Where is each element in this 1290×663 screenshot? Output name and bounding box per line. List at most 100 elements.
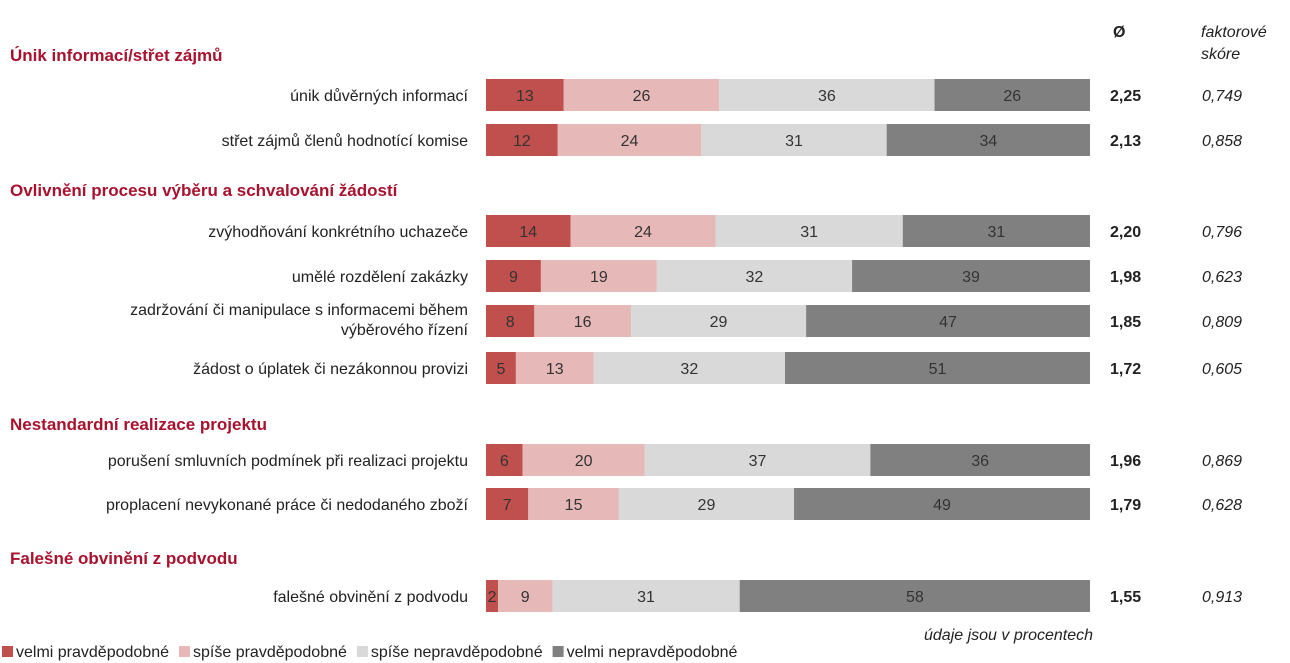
data-label: 36 [971,453,989,470]
data-label: 31 [637,589,655,606]
bar-segment [486,79,564,111]
data-label: 32 [746,269,764,286]
legend-item: velmi pravděpodobné [2,644,169,661]
bar-segment [719,79,935,111]
factor-score-value: 0,623 [1202,269,1242,286]
data-label: 13 [516,88,534,105]
chart-row: zadržování či manipulace s informacemi b… [130,302,1242,339]
bar-segment [593,352,786,384]
legend-label: velmi nepravděpodobné [567,644,738,661]
bar-segment [886,124,1090,156]
legend-swatch [552,646,564,657]
bar-segment [486,444,523,476]
data-label: 2 [488,589,497,606]
data-label: 19 [590,269,608,286]
data-label: 29 [710,314,728,331]
data-label: 15 [565,497,583,514]
legend-item: spíše nepravděpodobné [356,644,543,661]
factor-score-value: 0,628 [1202,497,1242,514]
data-label: 26 [1003,88,1021,105]
bar-segment [486,215,571,247]
data-label: 31 [800,224,818,241]
bar-segment [570,215,716,247]
average-value: 1,98 [1110,269,1141,286]
bar-segment [902,215,1090,247]
factor-score-header-line-2: skóre [1201,46,1240,63]
bar-segment [498,580,553,612]
category-label: žádost o úplatek či nezákonnou provizi [193,361,468,378]
category-label: střet zájmů členů hodnotící komise [222,132,468,150]
category-label: výběrového řízení [341,322,469,339]
average-value: 1,55 [1110,589,1141,606]
data-label: 9 [509,269,518,286]
bar-segment [656,260,853,292]
legend-swatch [2,646,13,657]
data-note: údaje jsou v procentech [924,627,1093,644]
average-value: 2,20 [1110,224,1141,241]
chart-row: falešné obvinění z podvodu 2 9 31 58 1,55 0,91… [273,580,1242,612]
chart-row: zvýhodňování konkrétního uchazeče 14 24 31 3… [208,215,1242,247]
bar-segment [870,444,1090,476]
average-value: 1,72 [1110,361,1141,378]
chart-rows: Únik informací/střet zájmů únik důvěrných… [10,46,1242,612]
bar-segment [806,305,1090,337]
bar-segment [540,260,657,292]
data-label: 9 [521,589,530,606]
avg-column-header: Ø [1113,24,1125,41]
bar-segment [934,79,1090,111]
data-label: 32 [680,361,698,378]
data-label: 31 [987,224,1005,241]
bar-segment [486,260,541,292]
data-label: 7 [503,497,512,514]
group-title: Únik informací/střet zájmů [10,46,223,65]
data-label: 37 [749,453,767,470]
bar-segment [486,124,558,156]
average-value: 2,25 [1110,88,1141,105]
chart-row: únik důvěrných informací 13 26 36 26 2,25 0,74… [290,79,1242,111]
category-label: falešné obvinění z podvodu [273,589,468,606]
category-label: proplacení nevykonané práce či nedodanéh… [106,497,469,514]
bar-segment [552,580,740,612]
bar-segment [630,305,807,337]
bar-segment [852,260,1090,292]
data-label: 36 [818,88,836,105]
factor-score-value: 0,858 [1202,133,1242,150]
bar-segment [715,215,903,247]
bar-segment [528,488,619,520]
data-label: 39 [962,269,980,286]
data-label: 49 [933,497,951,514]
bar-segment [486,352,516,384]
group-title: Falešné obvinění z podvodu [10,549,238,568]
factor-score-value: 0,913 [1202,589,1242,606]
group-title: Ovlivnění procesu výběru a schvalování ž… [10,181,399,200]
data-label: 47 [939,314,957,331]
category-label: umělé rozdělení zakázky [292,269,468,286]
legend: velmi pravděpodobné spíše pravděpodobné sp… [2,644,738,661]
category-label: zvýhodňování konkrétního uchazeče [208,224,468,241]
data-label: 5 [496,361,505,378]
data-label: 34 [979,133,997,150]
bar-segment [515,352,594,384]
legend-swatch [356,646,368,657]
legend-label: spíše pravděpodobné [193,644,347,661]
chart-row: porušení smluvních podmínek při realizac… [108,444,1242,476]
data-label: 24 [621,133,639,150]
factor-score-value: 0,869 [1202,453,1242,470]
bar-segment [563,79,720,111]
data-label: 12 [513,133,531,150]
factor-score-header-line-1: faktorové [1201,24,1267,41]
data-label: 26 [633,88,651,105]
bar-segment [785,352,1090,384]
average-value: 1,79 [1110,497,1141,514]
category-label: únik důvěrných informací [290,87,468,105]
chart-header: Ø faktorové skóre [1113,24,1267,63]
data-label: 6 [500,453,509,470]
legend-item: velmi nepravděpodobné [552,644,738,661]
legend-label: velmi pravděpodobné [16,644,169,661]
bar-segment [701,124,887,156]
data-label: 24 [634,224,652,241]
data-label: 13 [546,361,564,378]
factor-score-value: 0,605 [1202,361,1242,378]
legend-swatch [179,646,190,657]
